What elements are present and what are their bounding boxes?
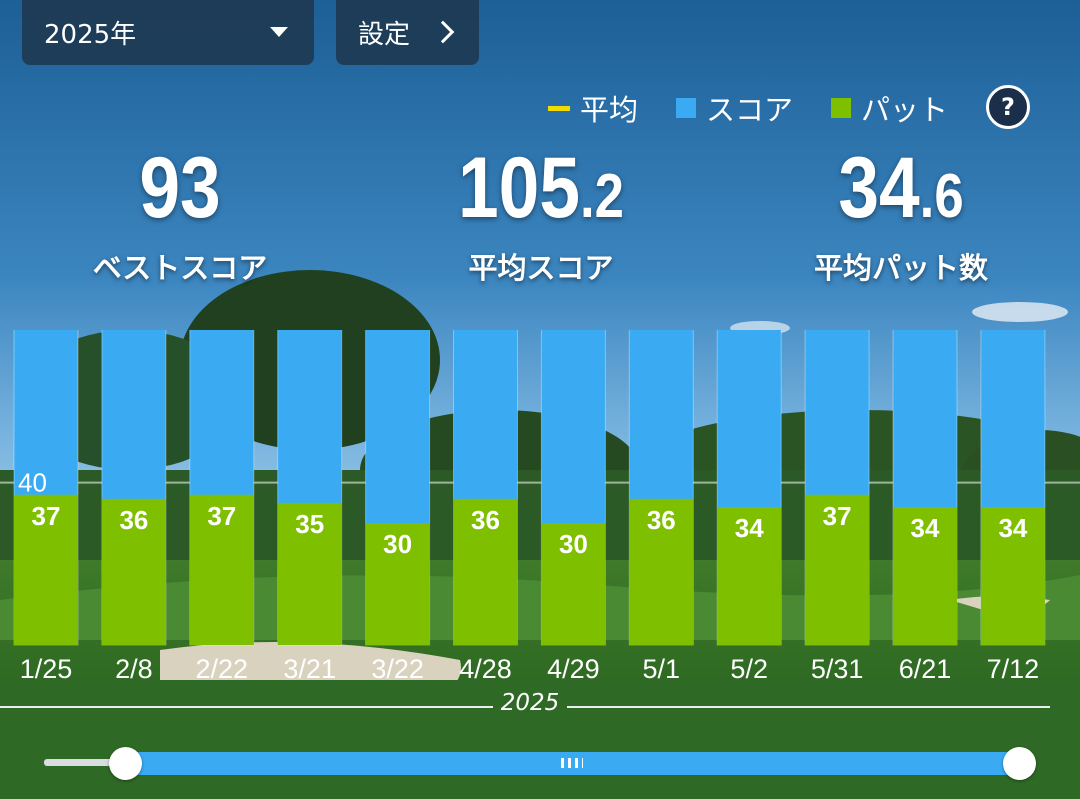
- average-score-stat: 105.2 平均スコア: [391, 138, 691, 287]
- chevron-down-icon: [270, 27, 288, 37]
- putt-swatch: [831, 98, 851, 118]
- legend-score-label: スコア: [706, 93, 794, 127]
- year-axis-label: 2025: [500, 690, 560, 716]
- putt-value-label: 36: [119, 505, 148, 535]
- x-tick-label: 4/29: [547, 654, 600, 684]
- settings-button[interactable]: 設定: [336, 0, 479, 65]
- score-chart: 105371/25109362/8119372/22107353/2110330…: [0, 330, 1080, 684]
- legend-average: 平均: [548, 88, 638, 128]
- x-tick-label: 5/1: [643, 654, 681, 684]
- putt-bar: [629, 498, 694, 645]
- putt-bar: [189, 494, 254, 645]
- putt-value-label: 37: [207, 501, 236, 531]
- y-tick-label: 80: [18, 330, 47, 335]
- slider-right-handle[interactable]: [1003, 747, 1036, 780]
- year-select-value: 2025年: [44, 20, 137, 50]
- putt-value-label: 37: [32, 501, 61, 531]
- help-button[interactable]: ?: [986, 85, 1030, 129]
- x-tick-label: 7/12: [987, 654, 1040, 684]
- x-tick-label: 3/21: [283, 654, 336, 684]
- slider-track[interactable]: [44, 759, 130, 766]
- best-score-value: 93: [139, 140, 221, 236]
- average-line-swatch: [548, 105, 570, 111]
- putt-value-label: 34: [735, 513, 764, 543]
- x-tick-label: 5/31: [811, 654, 864, 684]
- x-tick-label: 5/2: [730, 654, 768, 684]
- putt-bar: [453, 498, 518, 645]
- putt-bar: [101, 498, 166, 645]
- year-select[interactable]: 2025年: [22, 0, 314, 65]
- putt-bar: [365, 523, 430, 645]
- putt-bar: [805, 494, 870, 645]
- putt-value-label: 30: [383, 529, 412, 559]
- average-putt-stat: 34.6 平均パット数: [751, 138, 1051, 287]
- year-axis-line: [0, 706, 1080, 708]
- putt-bar: [541, 523, 606, 645]
- x-tick-label: 4/28: [459, 654, 512, 684]
- putt-bar: [980, 506, 1045, 645]
- putt-value-label: 36: [471, 505, 500, 535]
- putt-value-label: 34: [911, 513, 940, 543]
- legend-putt: パット: [831, 88, 948, 128]
- putt-value-label: 35: [295, 509, 324, 539]
- score-swatch: [676, 98, 696, 118]
- x-tick-label: 1/25: [20, 654, 73, 684]
- best-score-stat: 93 ベストスコア: [30, 138, 330, 287]
- x-tick-label: 2/22: [196, 654, 249, 684]
- legend-putt-label: パット: [861, 93, 949, 127]
- average-score-value: 105.2: [458, 140, 624, 236]
- slider-left-handle[interactable]: [109, 747, 142, 780]
- putt-bar: [717, 506, 782, 645]
- grip-icon: [561, 758, 583, 768]
- question-icon: ?: [1001, 93, 1015, 121]
- chevron-right-icon: [431, 20, 455, 44]
- average-score-label: 平均スコア: [468, 251, 614, 285]
- putt-value-label: 30: [559, 529, 588, 559]
- best-score-label: ベストスコア: [92, 251, 268, 285]
- putt-value-label: 36: [647, 505, 676, 535]
- putt-bar: [277, 502, 342, 645]
- putt-bar: [14, 494, 78, 645]
- putt-value-label: 37: [823, 501, 852, 531]
- average-putt-label: 平均パット数: [813, 251, 988, 285]
- legend-average-label: 平均: [580, 93, 639, 127]
- legend-score: スコア: [676, 88, 793, 128]
- average-putt-value: 34.6: [838, 140, 964, 236]
- x-tick-label: 3/22: [371, 654, 424, 684]
- settings-label: 設定: [358, 20, 411, 50]
- slider-range[interactable]: [125, 752, 1020, 775]
- putt-value-label: 34: [998, 513, 1027, 543]
- x-tick-label: 6/21: [899, 654, 952, 684]
- y-tick-label: 40: [18, 468, 47, 498]
- putt-bar: [893, 506, 957, 645]
- x-tick-label: 2/8: [115, 654, 153, 684]
